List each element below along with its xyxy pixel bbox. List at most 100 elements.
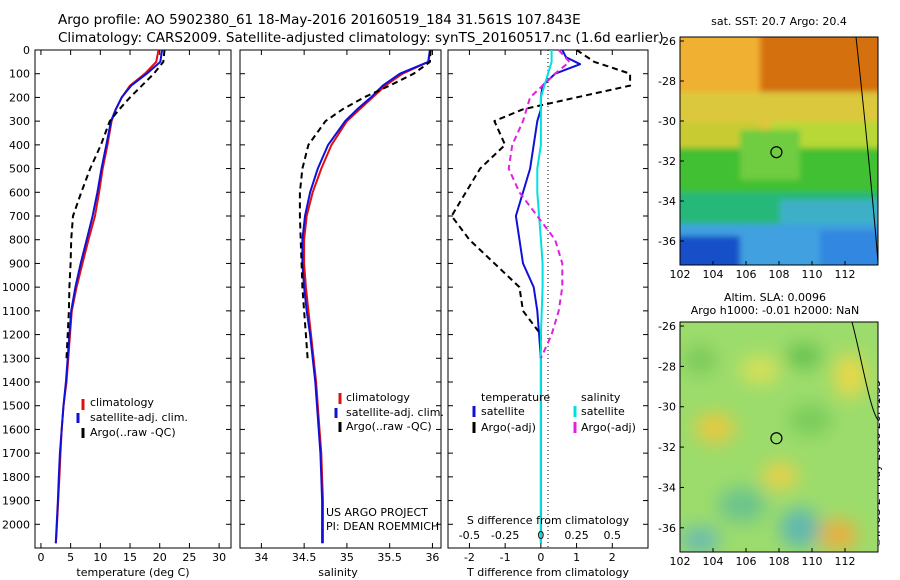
x-tick-label: 36	[425, 551, 439, 564]
lat-tick-label: -28	[658, 75, 676, 88]
sla-coastline	[851, 321, 879, 421]
legend-label-satellite: satellite-adj. clim.	[346, 406, 444, 419]
series-line-satellite	[536, 50, 553, 544]
depth-tick-label: 500	[9, 163, 30, 176]
depth-tick-label: 600	[9, 186, 30, 199]
sla-field	[680, 322, 878, 552]
lat-tick-label: -36	[658, 522, 676, 535]
salinity-xlabel: salinity	[318, 566, 358, 579]
depth-tick-label: 1500	[2, 400, 30, 413]
lat-tick-label: -26	[658, 35, 676, 48]
legend-label-satellite: satellite-adj. clim.	[90, 411, 188, 424]
difference-panel: -2 -1 0 1 2 T difference from climatology S …	[447, 49, 649, 579]
sla-map: Altim. SLA: 0.0096 Argo h1000: -0.01 h20…	[658, 291, 879, 568]
depth-tick-label: 1900	[2, 495, 30, 508]
x-tick-label: 0	[537, 551, 544, 564]
lon-tick-label: 104	[703, 555, 724, 568]
depth-tick-label: 900	[9, 257, 30, 270]
salinity-panel: 34 34.5 35 35.5 36 salinity climatology sate…	[239, 49, 444, 579]
lat-tick-label: -32	[658, 441, 676, 454]
salinity-legend: climatology satellite-adj. clim. Argo(..…	[334, 391, 444, 433]
lat-tick-label: -32	[658, 155, 676, 168]
depth-tick-label: 100	[9, 68, 30, 81]
lat-tick-label: -36	[658, 235, 676, 248]
sla-float-location-marker	[770, 432, 783, 445]
x-tick-label: -1	[500, 551, 511, 564]
difference-xlabel: T difference from climatology	[466, 566, 629, 579]
x-tick-label: -2	[464, 551, 475, 564]
lon-tick-label: 112	[835, 555, 856, 568]
lon-tick-label: 110	[802, 268, 823, 281]
x-tick-label: 34	[254, 551, 268, 564]
lon-tick-label: 108	[769, 268, 790, 281]
lon-tick-label: 108	[769, 555, 790, 568]
legend-label-sal-satellite: satellite	[581, 405, 625, 418]
s-tick-label: 0.5	[604, 529, 622, 542]
x-tick-label: 0	[37, 551, 44, 564]
s-tick-label: 0	[537, 529, 544, 542]
legend-label-climatology: climatology	[346, 391, 410, 404]
lat-tick-label: -30	[658, 115, 676, 128]
depth-tick-label: 400	[9, 139, 30, 152]
x-tick-label: 30	[212, 551, 226, 564]
legend-label-temp-argo: Argo(-adj)	[481, 421, 536, 434]
x-tick-label: 34.5	[292, 551, 317, 564]
legend-header-salinity: salinity	[581, 391, 621, 404]
x-tick-label: 20	[153, 551, 167, 564]
depth-tick-label: 1000	[2, 281, 30, 294]
s-tick-label: -0.25	[491, 529, 519, 542]
x-tick-label: 35.5	[377, 551, 402, 564]
legend-label-argo: Argo(..raw -QC)	[346, 420, 432, 433]
series-line-argo-adj	[507, 49, 571, 359]
depth-tick-label: 1300	[2, 352, 30, 365]
lon-tick-label: 106	[736, 555, 757, 568]
temperature-axes-frame	[34, 49, 232, 549]
salinity-difference-label: S difference from climatology	[467, 514, 630, 527]
series-line-satellite-adj-clim	[301, 49, 431, 544]
depth-tick-label: 200	[9, 91, 30, 104]
temperature-xlabel: temperature (deg C)	[76, 566, 189, 579]
s-tick-label: -0.5	[459, 529, 480, 542]
legend-label-sal-argo: Argo(-adj)	[581, 421, 636, 434]
lat-tick-label: -34	[658, 195, 676, 208]
depth-tick-label: 800	[9, 234, 30, 247]
lon-tick-label: 102	[670, 268, 691, 281]
lat-tick-label: -26	[658, 320, 676, 333]
depth-tick-label: 300	[9, 115, 30, 128]
depth-tick-label: 1400	[2, 376, 30, 389]
lat-tick-label: -28	[658, 360, 676, 373]
sst-field	[680, 37, 878, 265]
project-annotation: US ARGO PROJECT	[326, 506, 428, 519]
lon-tick-label: 110	[802, 555, 823, 568]
x-tick-label: 35	[340, 551, 354, 564]
depth-tick-label: 1700	[2, 447, 30, 460]
sst-coastline	[855, 36, 879, 263]
x-tick-label: 10	[93, 551, 107, 564]
sla-map-subtitle: Argo h1000: -0.01 h2000: NaN	[691, 304, 860, 317]
pi-annotation: PI: DEAN ROEMMICH	[326, 520, 439, 533]
sst-map: sat. SST: 20.7 Argo: 20.4 102 104 106 108 11…	[658, 15, 879, 281]
profile-title: Argo profile: AO 5902380_61 18-May-2016 …	[58, 12, 581, 28]
series-line-climatology	[303, 49, 432, 544]
s-tick-label: 0.25	[564, 529, 589, 542]
legend-header-temperature: temperature	[481, 391, 550, 404]
legend-label-climatology: climatology	[90, 396, 154, 409]
series-line-climatology	[54, 49, 160, 544]
sst-float-location-marker	[770, 146, 783, 159]
legend-label-temp-satellite: satellite	[481, 405, 525, 418]
x-tick-label: 15	[123, 551, 137, 564]
depth-tick-label: 0	[23, 44, 30, 57]
series-line-satellite-adj-clim	[54, 49, 164, 544]
difference-legend: temperature salinity satellite Argo(-adj…	[472, 391, 636, 434]
depth-tick-label: 1100	[2, 305, 30, 318]
sla-map-title: Altim. SLA: 0.0096	[724, 291, 826, 304]
x-tick-label: 5	[67, 551, 74, 564]
temperature-panel: 0 5 10 15 20 25 300100200300400500600700800900…	[2, 44, 232, 579]
lon-tick-label: 102	[670, 555, 691, 568]
series-line-argo-raw-qc	[65, 49, 166, 359]
series-line-argo-raw-qc	[298, 49, 432, 359]
depth-tick-label: 1200	[2, 329, 30, 342]
temperature-legend: climatology satellite-adj. clim. Argo(..…	[76, 396, 188, 439]
legend-label-argo: Argo(..raw -QC)	[90, 426, 176, 439]
